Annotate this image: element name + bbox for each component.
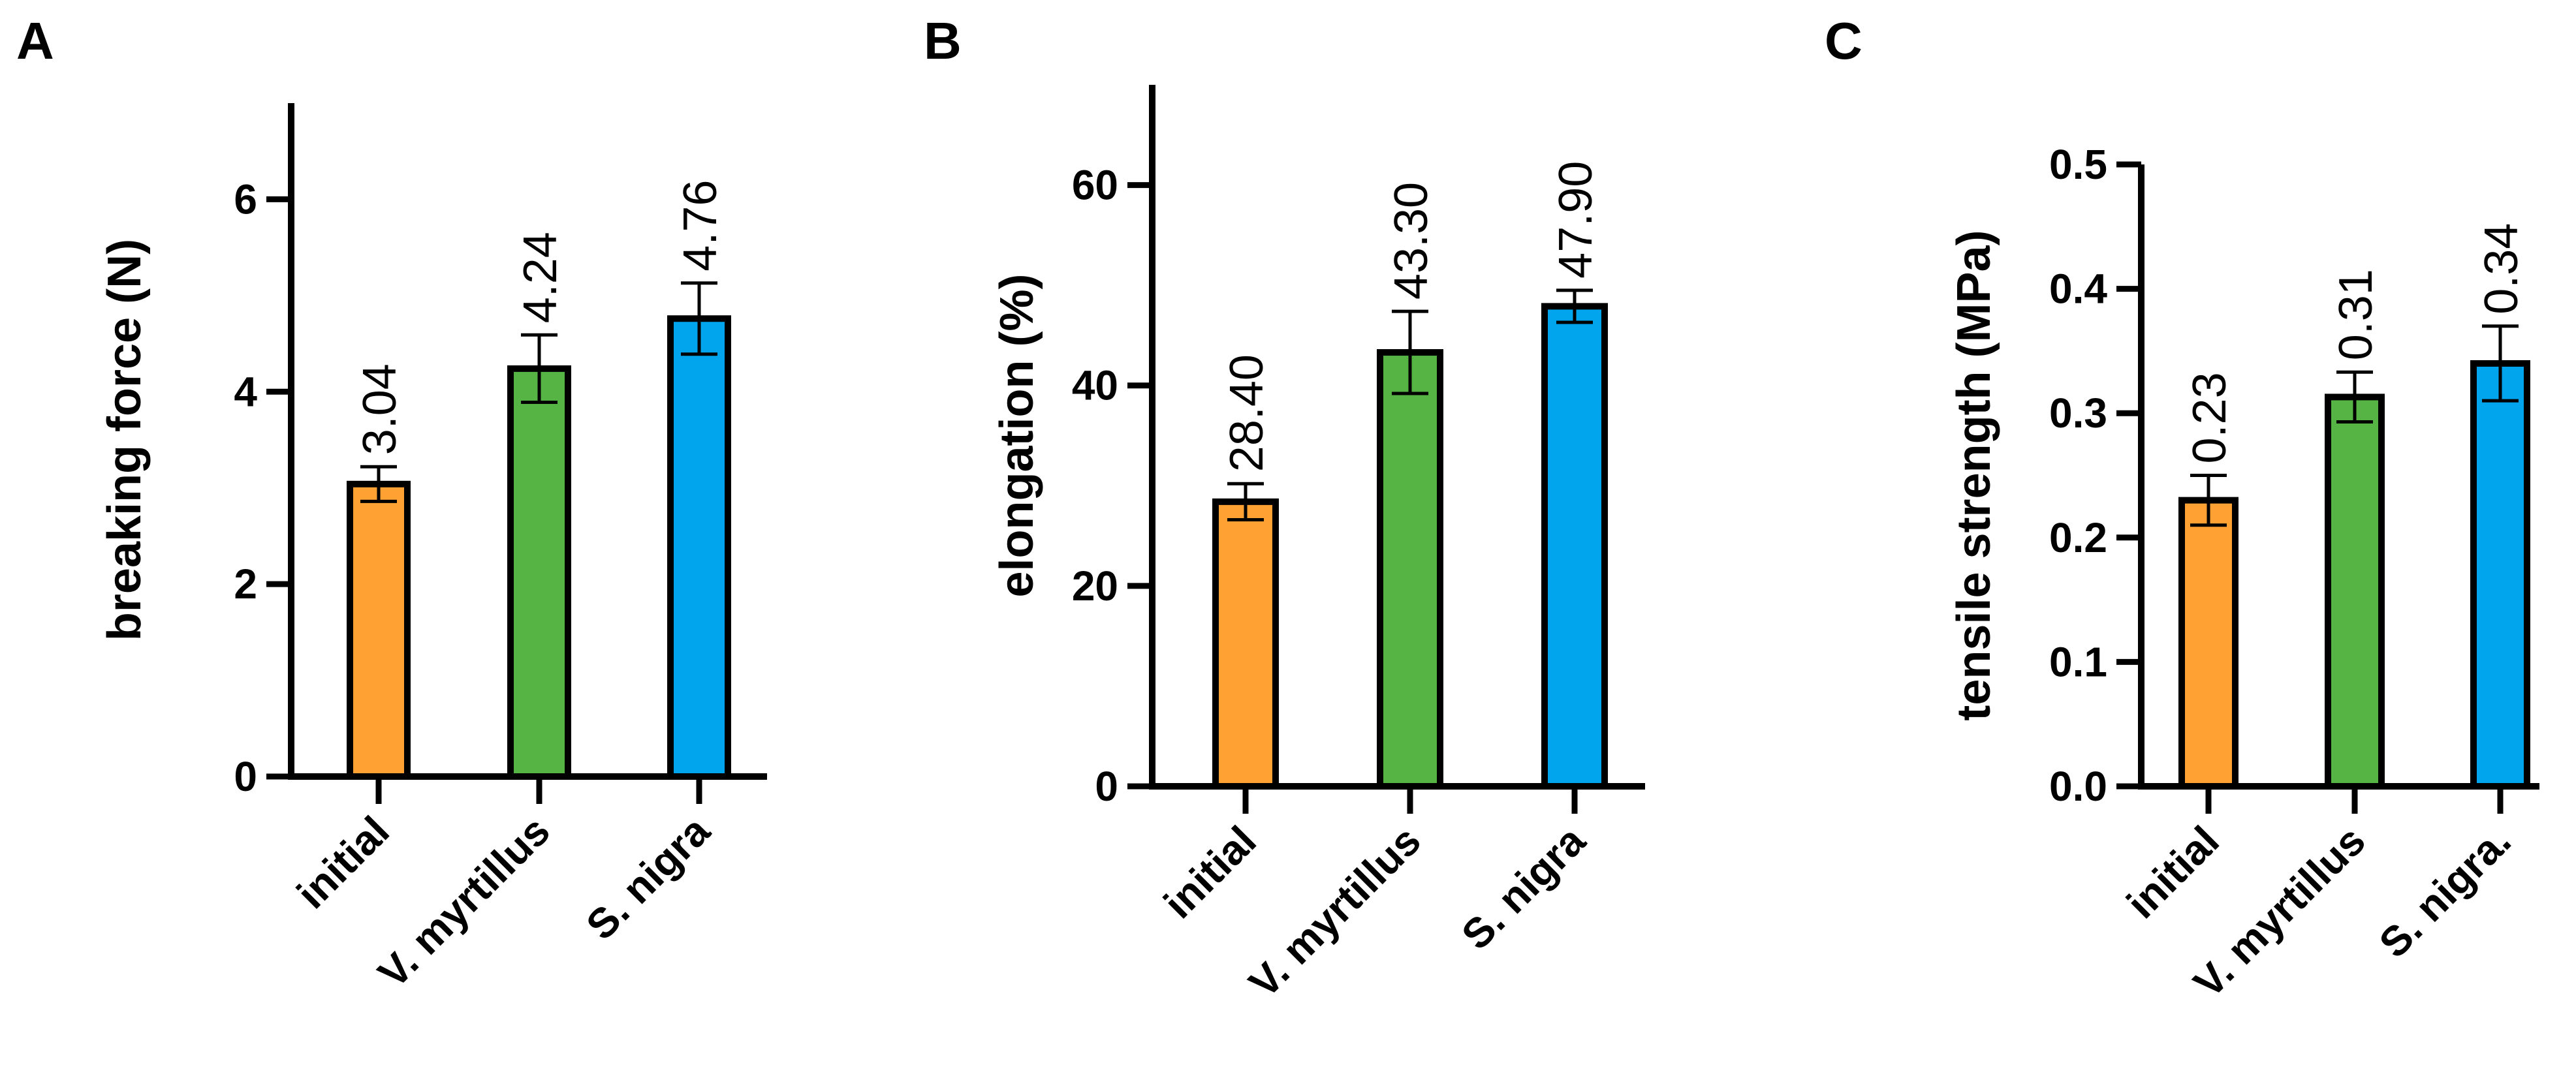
y-tick-label: 0.2 [2049,514,2107,561]
panel-a: A 0 2 4 6 breaking force (N) 3.04 initial 4.24 V.… [16,12,767,997]
y-tick-label: 0.3 [2049,390,2107,437]
y-tick-label: 6 [234,176,257,223]
bar [2325,393,2385,790]
y-tick-label: 0 [1095,763,1118,810]
data-label: 43.30 [1385,182,1437,300]
panel-letter: A [16,12,54,70]
bar [2178,497,2238,790]
bar [1541,303,1608,790]
x-tick-label: V. myrtillus [369,807,559,997]
y-tick-label: 4 [234,368,257,415]
x-tick-label: initial [1155,817,1265,927]
data-label: 28.40 [1221,354,1273,472]
data-label: 4.76 [674,180,727,271]
panel-letter: B [924,12,962,70]
data-label: 4.24 [514,232,567,323]
x-tick-label: S. nigra [577,807,719,949]
y-tick-label: 0.1 [2049,638,2107,685]
y-tick-label: 20 [1072,562,1118,609]
data-label: 0.31 [2330,269,2382,360]
bar [1212,498,1279,790]
data-label: 47.90 [1550,161,1602,279]
bar [2470,360,2530,790]
y-axis-label: tensile strength (MPa) [1948,230,2000,720]
y-tick-label: 0 [234,753,257,800]
panel-letter: C [1825,12,1862,70]
y-tick-label: 60 [1072,162,1118,209]
x-tick-label: S. nigra [1453,817,1594,959]
x-tick-label: S. nigra. [2370,817,2519,966]
y-tick-label: 2 [234,561,257,608]
bar [667,315,731,780]
data-label: 3.04 [354,363,406,455]
bar [347,480,411,780]
data-label: 0.34 [2475,223,2528,315]
bar [507,365,571,780]
x-tick-label: initial [288,807,398,917]
y-tick-label: 0.4 [2049,266,2107,313]
y-tick-label: 40 [1072,362,1118,409]
x-tick-label: initial [2118,817,2228,927]
panel-c: C 0.0 0.1 0.2 0.3 0.4 0.5 tensile strength (MPa… [1825,12,2539,1007]
panel-b: B 0 20 40 60 elongation (%) 28.40 initial 43.30 V… [924,12,1645,1007]
data-label: 0.23 [2184,372,2236,463]
y-axis-label: breaking force (N) [99,239,151,641]
x-tick-label: V. myrtillus [1240,817,1430,1007]
y-tick-label: 0.0 [2049,763,2107,810]
y-tick-label: 0.5 [2049,141,2107,188]
bar [1377,349,1443,790]
y-axis-label: elongation (%) [991,274,1043,598]
